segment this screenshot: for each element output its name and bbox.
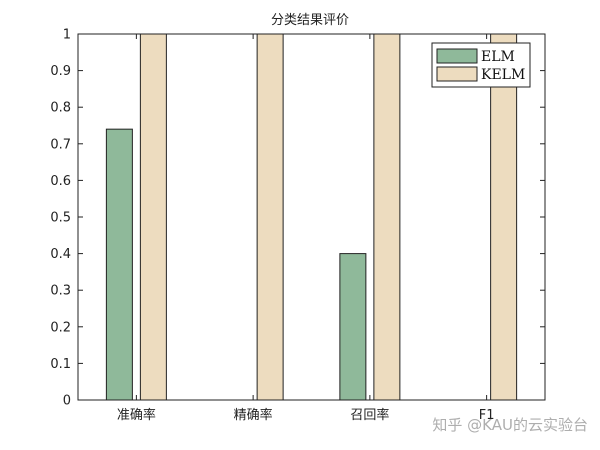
watermark-text: 知乎 @KAU的云实验台 [432,416,588,434]
legend-label-elm: ELM [481,49,515,65]
x-tick-label: F1 [479,408,495,423]
y-tick-label: 0.9 [50,64,71,79]
x-tick-label: 准确率 [117,407,156,423]
y-tick-label: 0.2 [50,320,71,335]
legend-swatch-kelm [436,66,478,82]
y-tick-label: 0.5 [50,211,71,226]
bar-kelm-4 [490,33,518,401]
y-tick-label: 0.4 [50,247,71,262]
x-tick-label: 精确率 [234,407,273,423]
y-tick-label: 0.3 [50,284,71,299]
bar-kelm-3 [373,33,401,401]
bars [105,33,518,401]
y-tick-label: 0.7 [50,137,71,152]
legend-swatch-elm [436,48,478,64]
y-tick-label: 0 [63,394,71,409]
plot-frame [77,33,546,401]
y-tick-label: 1 [63,28,71,43]
bar-kelm-2 [256,33,284,401]
y-axis: 0 0.1 0.2 0.3 0.4 0.5 0.6 0.7 0.8 0.9 1 [50,28,545,409]
bar-elm-3 [339,253,367,401]
x-tick-label: 召回率 [350,407,389,423]
bar-elm-1 [105,128,133,401]
y-tick-label: 0.6 [50,174,71,189]
y-tick-label: 0.8 [50,101,71,116]
x-axis: 准确率 精确率 召回率 F1 [117,34,495,423]
legend-label-kelm: KELM [481,67,525,83]
legend: ELM KELM [431,42,531,88]
y-tick-label: 0.1 [50,357,71,372]
chart-title: 分类结果评价 [271,13,349,28]
bar-kelm-1 [139,33,167,401]
